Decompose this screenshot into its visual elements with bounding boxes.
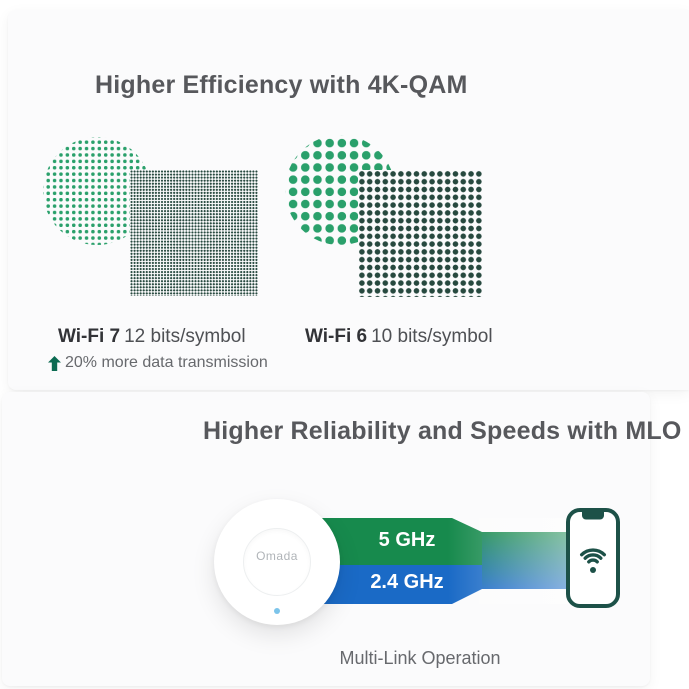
wifi7-detail: 12 bits/symbol	[124, 326, 246, 347]
up-arrow-icon	[48, 355, 61, 371]
wifi6-detail: 10 bits/symbol	[371, 326, 493, 347]
phone-notch	[582, 512, 604, 520]
qam-feature-card: Higher Efficiency with 4K-QAM Wi-Fi 7 12 …	[8, 10, 689, 390]
phone-icon	[566, 508, 620, 608]
mlo-feature-card: Higher Reliability and Speeds with MLO 5…	[2, 392, 681, 686]
qam-section-title: Higher Efficiency with 4K-QAM	[95, 70, 468, 99]
wifi7-note: 20% more data transmission	[48, 354, 268, 372]
access-point-ring	[243, 528, 311, 596]
wifi7-label: Wi-Fi 7 12 bits/symbol	[58, 326, 246, 348]
wifi7-constellation-square	[130, 170, 258, 296]
wifi7-name: Wi-Fi 7	[58, 326, 121, 347]
access-point-brand: Omada	[256, 549, 298, 563]
access-point-device: Omada	[214, 499, 340, 625]
wifi6-constellation-square	[358, 170, 483, 297]
band-24ghz-label: 2.4 GHz	[370, 571, 444, 593]
wifi7-note-text: 20% more data transmission	[65, 354, 268, 371]
access-point-led	[274, 608, 280, 614]
wifi6-name: Wi-Fi 6	[305, 326, 368, 347]
band-5ghz-label: 5 GHz	[378, 529, 436, 551]
wifi6-label: Wi-Fi 6 10 bits/symbol	[305, 326, 493, 348]
wifi-icon	[580, 548, 606, 573]
mlo-caption: Multi-Link Operation	[339, 648, 501, 668]
mlo-section-title: Higher Reliability and Speeds with MLO	[203, 416, 682, 445]
